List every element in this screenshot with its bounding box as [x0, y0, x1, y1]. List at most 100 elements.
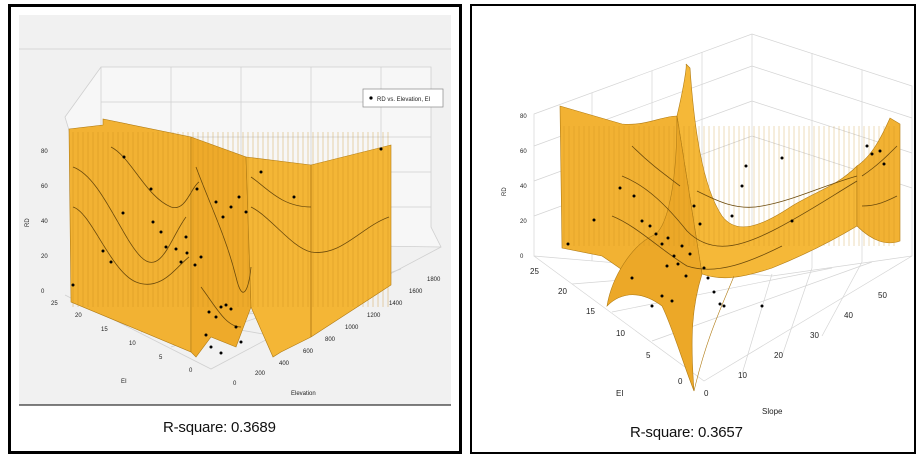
- right-data-point: [660, 294, 664, 298]
- right-data-point: [566, 242, 570, 246]
- left-z-tick: 40: [41, 219, 48, 225]
- left-x-axis: 0 200 400 600 800 1000 1200 1400 1600 18…: [233, 277, 441, 397]
- right-y-tick: 10: [616, 329, 625, 338]
- right-y-tick: 15: [586, 307, 595, 316]
- right-data-point: [878, 149, 882, 153]
- right-data-point: [712, 290, 716, 294]
- left-x-tick: 0: [233, 381, 237, 387]
- right-z-tick: 0: [520, 254, 524, 260]
- right-y-axis: 0 5 10 15 20 25 EI: [530, 267, 683, 398]
- right-data-point: [640, 219, 644, 223]
- left-data-point: [239, 340, 243, 344]
- right-data-point: [790, 219, 794, 223]
- left-z-tick: 80: [41, 149, 48, 155]
- left-chart-panel: RD vs. Elevation, EI 0 20 40 60 80 RD 0 …: [8, 4, 462, 454]
- right-data-point: [744, 164, 748, 168]
- right-data-point: [740, 184, 744, 188]
- right-data-point: [722, 304, 726, 308]
- right-data-point: [660, 242, 664, 246]
- left-x-tick: 1600: [409, 289, 423, 295]
- left-data-point: [109, 260, 113, 264]
- left-y-label: EI: [121, 379, 127, 385]
- left-x-tick: 800: [325, 337, 336, 343]
- right-x-tick: 40: [844, 311, 853, 320]
- left-x-tick: 200: [255, 371, 266, 377]
- left-r-square-caption: R-square: 0.3689: [163, 419, 276, 436]
- right-data-point: [618, 186, 622, 190]
- right-data-point: [630, 276, 634, 280]
- left-y-tick: 20: [75, 313, 82, 319]
- right-data-point: [650, 304, 654, 308]
- right-z-tick: 60: [520, 149, 527, 155]
- left-data-point: [224, 303, 228, 307]
- left-data-point: [237, 195, 241, 199]
- left-data-points: [71, 147, 383, 355]
- right-x-axis: 0 10 20 30 40 50 Slope: [704, 291, 887, 416]
- left-data-point: [292, 195, 296, 199]
- right-surface-plot: 0 20 40 60 80 RD 0 5 10 15 20 25 EI 0 10…: [502, 33, 913, 416]
- right-data-point: [780, 156, 784, 160]
- left-data-point: [229, 307, 233, 311]
- right-y-tick: 5: [646, 351, 651, 360]
- right-surface: [559, 63, 901, 392]
- right-z-label: RD: [502, 187, 508, 196]
- left-data-point: [195, 187, 199, 191]
- right-data-point: [706, 276, 710, 280]
- right-x-tick: 30: [810, 331, 819, 340]
- left-x-tick: 400: [279, 361, 290, 367]
- right-z-tick: 40: [520, 184, 527, 190]
- left-data-point: [159, 230, 163, 234]
- right-data-point: [760, 304, 764, 308]
- right-chart-panel: 0 20 40 60 80 RD 0 5 10 15 20 25 EI 0 10…: [470, 4, 916, 454]
- left-data-point: [149, 187, 153, 191]
- left-data-point: [244, 210, 248, 214]
- right-data-points: [566, 144, 886, 308]
- right-x-label: Slope: [762, 407, 783, 416]
- right-data-point: [730, 214, 734, 218]
- left-x-tick: 1200: [367, 313, 381, 319]
- left-y-axis: 0 5 10 15 20 25 EI: [51, 301, 193, 385]
- left-y-tick: 10: [129, 341, 136, 347]
- right-y-tick: 25: [530, 267, 539, 276]
- right-data-point: [882, 162, 886, 166]
- left-y-tick: 25: [51, 301, 58, 307]
- right-z-tick: 80: [520, 114, 527, 120]
- right-z-axis: 0 20 40 60 80 RD: [502, 114, 527, 260]
- left-y-tick: 5: [159, 355, 163, 361]
- left-data-point: [379, 147, 383, 151]
- left-data-point: [207, 310, 211, 314]
- left-x-tick: 1000: [345, 325, 359, 331]
- left-data-point: [214, 200, 218, 204]
- left-data-point: [174, 247, 178, 251]
- left-y-tick: 0: [189, 368, 193, 374]
- left-z-label: RD: [25, 218, 31, 227]
- left-data-point: [193, 263, 197, 267]
- left-data-point: [234, 325, 238, 329]
- left-data-point: [164, 245, 168, 249]
- right-data-point: [698, 222, 702, 226]
- right-data-point: [718, 302, 722, 306]
- left-data-point: [204, 333, 208, 337]
- right-data-point: [684, 274, 688, 278]
- left-data-point: [219, 351, 223, 355]
- right-y-tick: 20: [558, 287, 567, 296]
- left-data-point: [199, 255, 203, 259]
- left-data-point: [219, 305, 223, 309]
- left-data-point: [229, 205, 233, 209]
- left-data-point: [121, 211, 125, 215]
- left-surface-plot: RD vs. Elevation, EI 0 20 40 60 80 RD 0 …: [19, 15, 451, 406]
- right-data-point: [632, 194, 636, 198]
- left-z-tick: 60: [41, 184, 48, 190]
- left-data-point: [71, 283, 75, 287]
- left-z-tick: 20: [41, 254, 48, 260]
- left-data-point: [221, 215, 225, 219]
- right-z-tick: 20: [520, 219, 527, 225]
- right-data-point: [670, 299, 674, 303]
- right-y-label: EI: [616, 389, 624, 398]
- right-data-point: [680, 244, 684, 248]
- left-data-point: [214, 315, 218, 319]
- left-x-tick: 1400: [389, 301, 403, 307]
- left-z-tick: 0: [41, 289, 45, 295]
- right-data-point: [865, 144, 869, 148]
- left-data-point: [151, 220, 155, 224]
